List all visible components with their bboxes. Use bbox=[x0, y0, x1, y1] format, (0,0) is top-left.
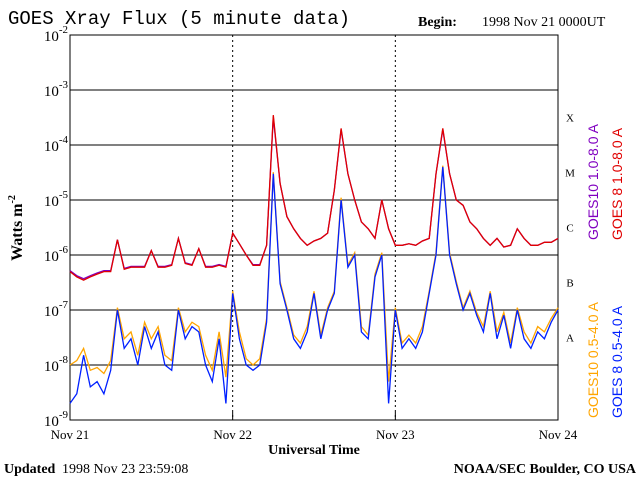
y-tick-label: 10-8 bbox=[44, 354, 69, 375]
y-tick-exponent: -7 bbox=[59, 299, 69, 311]
legend-entry: GOES 8 1.0-8.0 A bbox=[609, 127, 625, 240]
legend-entry: GOES10 0.5-4.0 A bbox=[585, 301, 601, 418]
y-tick-label: 10-3 bbox=[44, 79, 69, 100]
begin-label: Begin: bbox=[418, 15, 457, 30]
y-axis-label-exponent: -2 bbox=[7, 195, 18, 203]
y-tick-exponent: -5 bbox=[59, 189, 69, 201]
plot-frame bbox=[69, 34, 559, 421]
flare-class-label: X bbox=[566, 113, 574, 125]
y-tick-base: 10 bbox=[44, 194, 59, 210]
x-tick-label: Nov 23 bbox=[376, 427, 415, 442]
x-tick-label: Nov 24 bbox=[539, 427, 578, 442]
x-axis-label: Universal Time bbox=[268, 443, 360, 458]
y-axis-label-text: Watts m bbox=[9, 203, 26, 261]
y-tick-exponent: -4 bbox=[59, 134, 69, 146]
begin-date: 1998 Nov 21 0000UT bbox=[482, 15, 606, 30]
y-tick-base: 10 bbox=[44, 249, 59, 265]
y-tick-label: 10-2 bbox=[44, 24, 68, 45]
y-tick-base: 10 bbox=[44, 359, 59, 375]
credit: NOAA/SEC Boulder, CO USA bbox=[454, 462, 637, 477]
series-line bbox=[69, 115, 559, 281]
y-tick-label: 10-9 bbox=[44, 409, 69, 430]
series-line bbox=[69, 166, 559, 404]
flare-class-label: C bbox=[566, 223, 573, 235]
y-tick-exponent: -3 bbox=[59, 79, 69, 91]
y-tick-label: 10-5 bbox=[44, 189, 69, 210]
y-tick-label: 10-7 bbox=[44, 299, 69, 320]
y-tick-base: 10 bbox=[44, 139, 59, 155]
y-tick-base: 10 bbox=[44, 84, 59, 100]
flare-class-label: M bbox=[565, 168, 575, 180]
y-tick-base: 10 bbox=[44, 304, 59, 320]
y-tick-exponent: -6 bbox=[59, 244, 69, 256]
chart-title: GOES Xray Flux (5 minute data) bbox=[8, 8, 350, 30]
updated-label: Updated bbox=[4, 462, 56, 477]
series-line bbox=[69, 117, 559, 280]
y-tick-base: 10 bbox=[44, 414, 59, 430]
legend-entry: GOES 8 0.5-4.0 A bbox=[609, 305, 625, 418]
flare-class-label: A bbox=[566, 333, 574, 345]
legend-entry: GOES10 1.0-8.0 A bbox=[585, 123, 601, 240]
y-tick-exponent: -8 bbox=[59, 354, 69, 366]
y-tick-label: 10-4 bbox=[44, 134, 69, 155]
flare-class-label: B bbox=[566, 278, 573, 290]
y-tick-base: 10 bbox=[44, 29, 59, 45]
y-tick-exponent: -9 bbox=[59, 409, 69, 421]
y-tick-exponent: -2 bbox=[59, 24, 68, 36]
x-tick-label: Nov 22 bbox=[213, 427, 252, 442]
y-tick-label: 10-6 bbox=[44, 244, 69, 265]
series-line bbox=[69, 165, 559, 382]
x-tick-label: Nov 21 bbox=[51, 427, 90, 442]
y-axis-label: Watts m-2 bbox=[7, 195, 26, 261]
updated-date: 1998 Nov 23 23:59:08 bbox=[62, 462, 188, 477]
